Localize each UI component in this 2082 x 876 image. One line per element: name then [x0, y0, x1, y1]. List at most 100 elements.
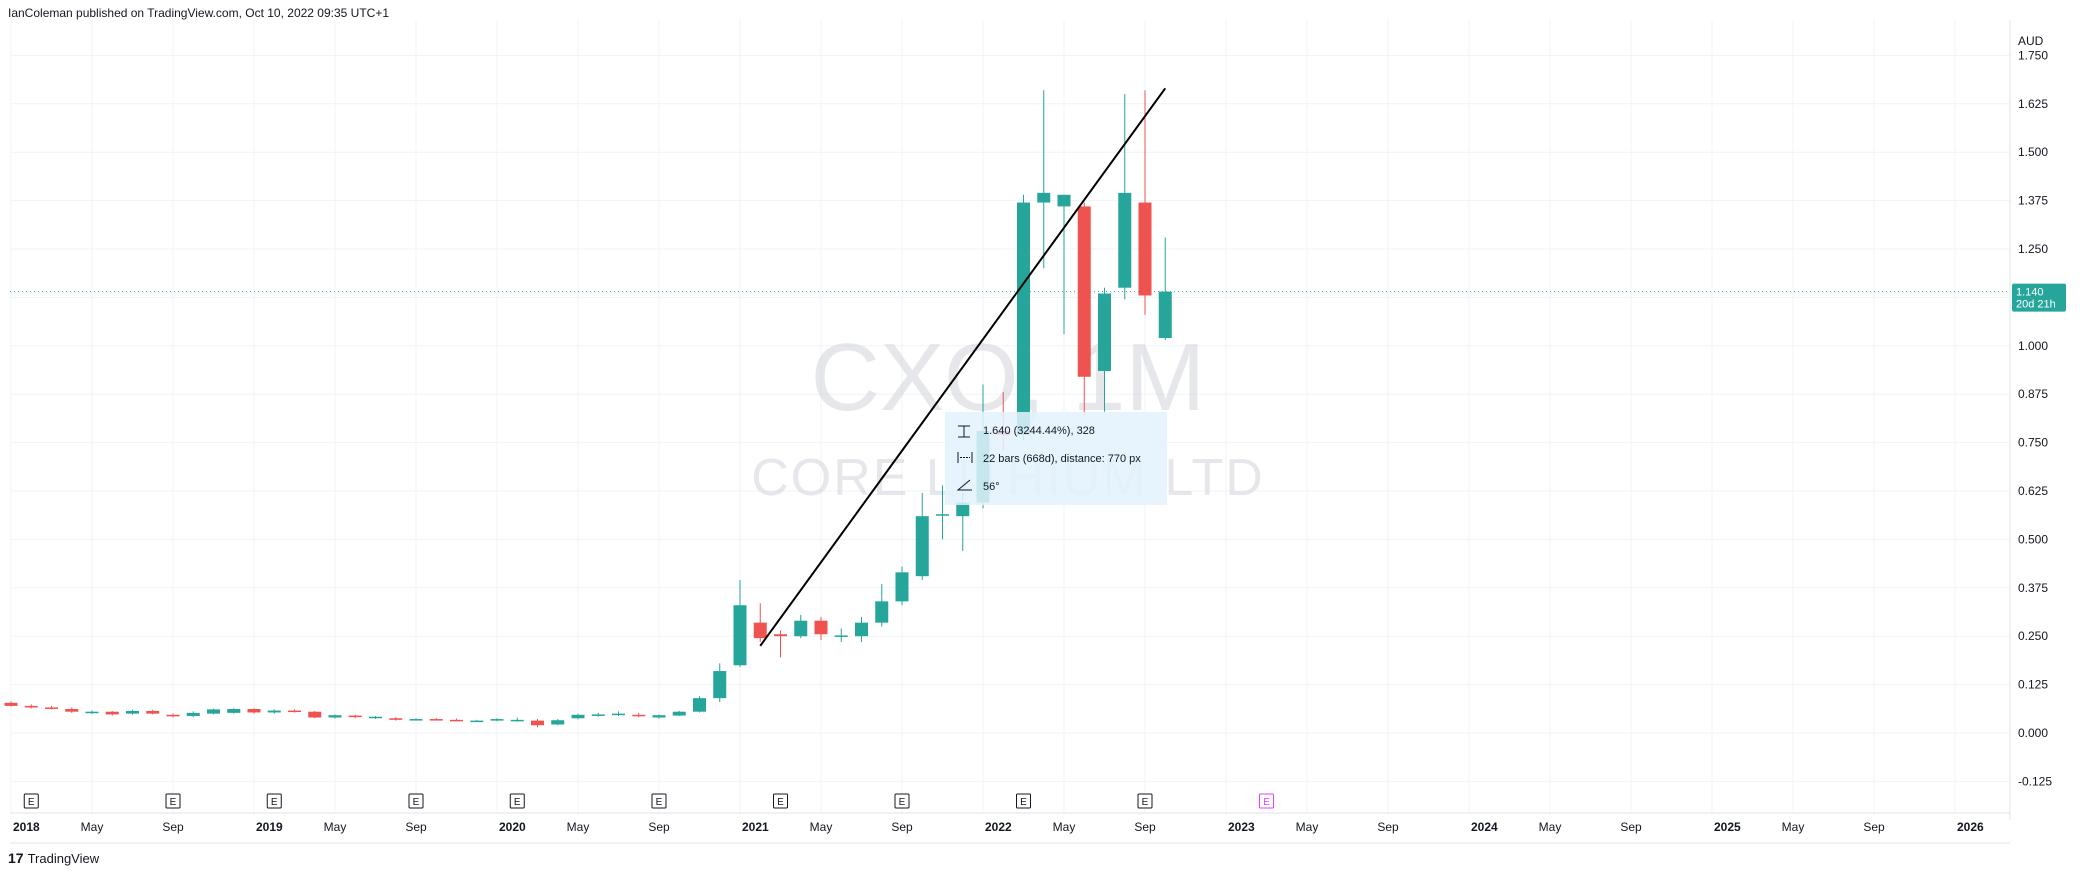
- candle: [288, 709, 301, 713]
- time-tick-label: May: [567, 820, 590, 834]
- candle-body: [450, 719, 463, 722]
- candle-body: [672, 711, 686, 716]
- candle: [24, 704, 38, 709]
- candle: [551, 719, 565, 726]
- measure-angle-text: 56°: [983, 481, 1000, 493]
- measure-bars-text: 22 bars (668d), distance: 770 px: [983, 453, 1141, 465]
- time-tick-label: 2025: [1714, 820, 1741, 834]
- candle-body: [632, 714, 646, 717]
- candle: [693, 696, 706, 713]
- candle-body: [915, 516, 929, 577]
- candle: [65, 707, 79, 713]
- candle-body: [612, 713, 625, 716]
- price-tick-label: 1.375: [2018, 194, 2048, 208]
- candle-body: [834, 635, 848, 637]
- candle: [936, 485, 949, 540]
- candle-body: [571, 714, 585, 719]
- price-tick-label: 0.625: [2018, 484, 2048, 498]
- candle-body: [531, 720, 544, 726]
- candle: [369, 715, 382, 720]
- earnings-marker: E: [408, 793, 424, 809]
- candle-body: [348, 715, 362, 718]
- candle-body: [429, 719, 443, 721]
- candle: [45, 705, 58, 710]
- candle-body: [1158, 291, 1172, 339]
- trend-line: [759, 87, 1167, 647]
- candle-body: [936, 514, 949, 516]
- candle-body: [409, 719, 423, 721]
- time-tick-label: Sep: [1620, 820, 1642, 834]
- candle-body: [794, 620, 808, 637]
- earnings-marker: E: [266, 793, 282, 809]
- price-tick-label: 1.000: [2018, 339, 2048, 353]
- bar-countdown: 20d 21h: [2016, 299, 2056, 311]
- candle-body: [551, 720, 565, 725]
- earnings-marker: E: [1259, 793, 1274, 809]
- candle-body: [693, 698, 706, 712]
- candle-body: [126, 710, 139, 714]
- candle: [652, 714, 666, 719]
- candle-body: [4, 702, 18, 706]
- candle-body: [470, 720, 484, 723]
- candle: [814, 616, 828, 641]
- candle: [713, 663, 727, 703]
- svg-text:E: E: [413, 797, 420, 808]
- svg-text:E: E: [1020, 797, 1027, 808]
- candle: [308, 710, 322, 719]
- candle: [571, 713, 585, 720]
- candle: [753, 603, 767, 643]
- candle: [186, 711, 200, 718]
- earnings-marker: E: [165, 793, 181, 809]
- candle-body: [774, 634, 787, 637]
- candle-body: [1037, 192, 1051, 203]
- candle: [1077, 202, 1091, 416]
- earnings-marker: E: [773, 793, 788, 809]
- svg-text:E: E: [1142, 797, 1149, 808]
- chart-grid: [10, 20, 2010, 813]
- time-tick-label: Sep: [891, 820, 913, 834]
- measure-tooltip: 1.640 (3244.44%), 328 22 bars (668d), di…: [945, 412, 1167, 505]
- candle: [470, 719, 484, 723]
- candle-body: [1098, 293, 1111, 371]
- candle-body: [855, 622, 868, 637]
- price-tick-label: 1.625: [2018, 97, 2048, 111]
- tradingview-logo-icon: 17: [8, 850, 24, 866]
- candle: [1037, 90, 1051, 269]
- candle: [1057, 194, 1071, 335]
- candle-body: [895, 572, 909, 602]
- candle-body: [186, 712, 200, 716]
- time-tick-label: 2026: [1957, 820, 1984, 834]
- candle-body: [1077, 206, 1091, 377]
- time-tick-label: Sep: [648, 820, 670, 834]
- candle: [126, 709, 139, 715]
- time-tick-label: Sep: [1377, 820, 1399, 834]
- candle: [672, 710, 686, 716]
- price-tick-label: 0.375: [2018, 581, 2048, 595]
- time-tick-label: 2019: [256, 820, 283, 834]
- time-tick-label: 2022: [985, 820, 1012, 834]
- candle: [429, 717, 443, 721]
- candle-body: [814, 620, 828, 635]
- candle-body: [956, 502, 970, 517]
- last-price-value: 1.140: [2016, 287, 2044, 299]
- candle: [774, 630, 787, 658]
- candle: [531, 719, 544, 728]
- candle: [166, 713, 180, 718]
- candle-body: [389, 718, 403, 720]
- svg-text:E: E: [271, 797, 278, 808]
- price-tick-label: 0.750: [2018, 436, 2048, 450]
- svg-text:E: E: [1263, 797, 1270, 808]
- time-tick-label: 2018: [13, 820, 40, 834]
- price-tick-label: 0.125: [2018, 678, 2048, 692]
- time-tick-label: May: [1539, 820, 1562, 834]
- candle-body: [24, 705, 38, 708]
- candle: [207, 708, 220, 715]
- candle: [4, 701, 18, 707]
- candle: [632, 712, 646, 718]
- candle: [409, 718, 423, 721]
- candle-body: [733, 605, 747, 666]
- time-tick-label: May: [810, 820, 833, 834]
- candle-body: [288, 710, 301, 713]
- candle: [834, 628, 848, 643]
